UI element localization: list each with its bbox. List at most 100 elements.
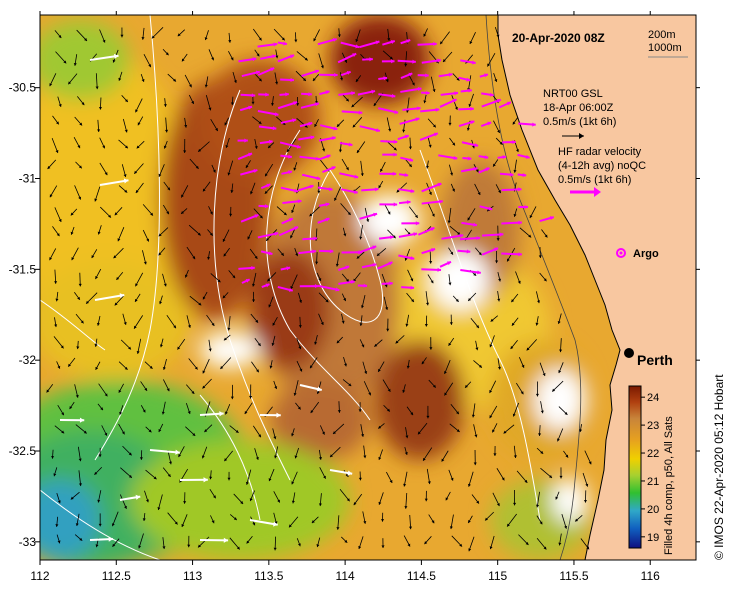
current-vector-head [209, 232, 213, 236]
current-vector-head [408, 526, 413, 530]
current-vector-head [412, 59, 416, 64]
current-vector-head [192, 256, 196, 260]
x-tick-label: 114 [336, 569, 355, 583]
current-vector-head [351, 91, 355, 96]
current-vector-head [363, 455, 367, 459]
current-vector-head [408, 164, 412, 168]
current-vector-head [359, 323, 363, 326]
current-vector-head [202, 188, 206, 192]
current-vector-head [223, 253, 227, 257]
current-vector-head [494, 78, 498, 82]
current-vector-head [256, 369, 259, 373]
current-vector-head [536, 504, 540, 508]
current-vector-head [78, 196, 82, 200]
current-vector-head [386, 408, 390, 412]
current-vector-head [517, 280, 521, 284]
current-vector-head [113, 53, 119, 59]
current-vector-head [404, 172, 409, 178]
current-vector-head [269, 365, 273, 369]
current-vector-head [328, 187, 333, 192]
current-vector-head [270, 67, 275, 72]
current-vector-head [351, 104, 355, 108]
plot-frame [39, 14, 697, 561]
current-vector-head [95, 366, 99, 370]
current-vector-head [224, 122, 228, 126]
current-vector [468, 471, 474, 487]
current-vector-head [476, 500, 479, 504]
current-vector-head [427, 481, 431, 485]
current-vector-head [157, 507, 161, 510]
current-vector-head [70, 231, 74, 235]
current-vector-head [55, 524, 59, 527]
current-vector-head [292, 118, 296, 123]
current-vector-head [494, 247, 499, 252]
current-vector-head [308, 92, 312, 97]
current-vector-head [459, 543, 463, 547]
current-vector-head [502, 155, 507, 160]
current-vector-head [163, 145, 167, 149]
current-vector-head [408, 146, 412, 150]
current-vector-head [326, 154, 331, 159]
current-vector-head [165, 52, 169, 56]
current-vector-head [229, 213, 233, 217]
current-vector-head [167, 473, 171, 477]
current-vector-head [410, 256, 415, 261]
current-vector-head [474, 434, 478, 438]
current-vector-head [227, 327, 231, 331]
current-vector-head [433, 132, 438, 137]
current-vector-head [352, 53, 357, 58]
current-vector-head [183, 150, 187, 154]
current-vector-head [294, 226, 299, 231]
current-vector-head [517, 187, 522, 192]
current-vector-head [538, 255, 542, 258]
current-vector-head [223, 537, 229, 543]
current-vector-head [175, 449, 180, 455]
current-vector-head [191, 390, 195, 394]
current-vector-head [225, 144, 229, 148]
current-vector-head [236, 546, 240, 550]
current-vector-head [203, 477, 208, 483]
current-vector-head [265, 283, 270, 288]
current-vector [421, 182, 442, 193]
current-vector-head [348, 142, 353, 147]
current-vector-head [403, 483, 407, 487]
current-vector-head [298, 346, 302, 350]
current-vector-head [378, 425, 382, 429]
current-vector-head [283, 212, 287, 216]
current-vector-head [411, 298, 414, 302]
current-vector-head [447, 261, 451, 266]
current-vector-head [549, 216, 554, 221]
colorbar-tick-label: 19 [647, 532, 659, 544]
current-vector-head [55, 298, 59, 302]
current-vector-head [95, 544, 99, 548]
date-label: 20-Apr-2020 08Z [512, 31, 605, 45]
current-vector-head [254, 255, 258, 259]
current-vector-head [477, 270, 481, 275]
colorbar: 24 23 22 21 20 19 Filled 4h comp, p50, All Sa… [628, 385, 675, 555]
current-vector-head [233, 80, 237, 83]
current-vector-head [258, 434, 261, 438]
current-vector-head [429, 261, 433, 264]
current-vector-head [163, 104, 167, 107]
current-vector-head [288, 287, 293, 292]
current-vector-head [586, 546, 590, 550]
current-vector-head [344, 539, 348, 543]
current-vector-head [244, 410, 248, 414]
current-vector-head [123, 174, 127, 178]
gsl-legend-line-1: NRT00 GSL [543, 88, 603, 100]
radar-legend-line-1: HF radar velocity [558, 146, 642, 158]
current-vector-head [387, 388, 391, 392]
current-vector-head [355, 79, 359, 83]
current-vector-head [198, 544, 201, 548]
gsl-legend-arrow [562, 133, 584, 139]
current-vector-head [513, 213, 517, 217]
current-vector-head [274, 112, 279, 117]
current-vector-head [521, 364, 525, 368]
current-vector [246, 469, 252, 485]
current-vector-head [528, 234, 532, 238]
current-vector-head [198, 148, 202, 152]
current-vector-head [388, 261, 393, 266]
current-vector-head [353, 189, 358, 194]
y-tick-label: -32.5 [9, 444, 37, 458]
current-vector [119, 494, 127, 509]
